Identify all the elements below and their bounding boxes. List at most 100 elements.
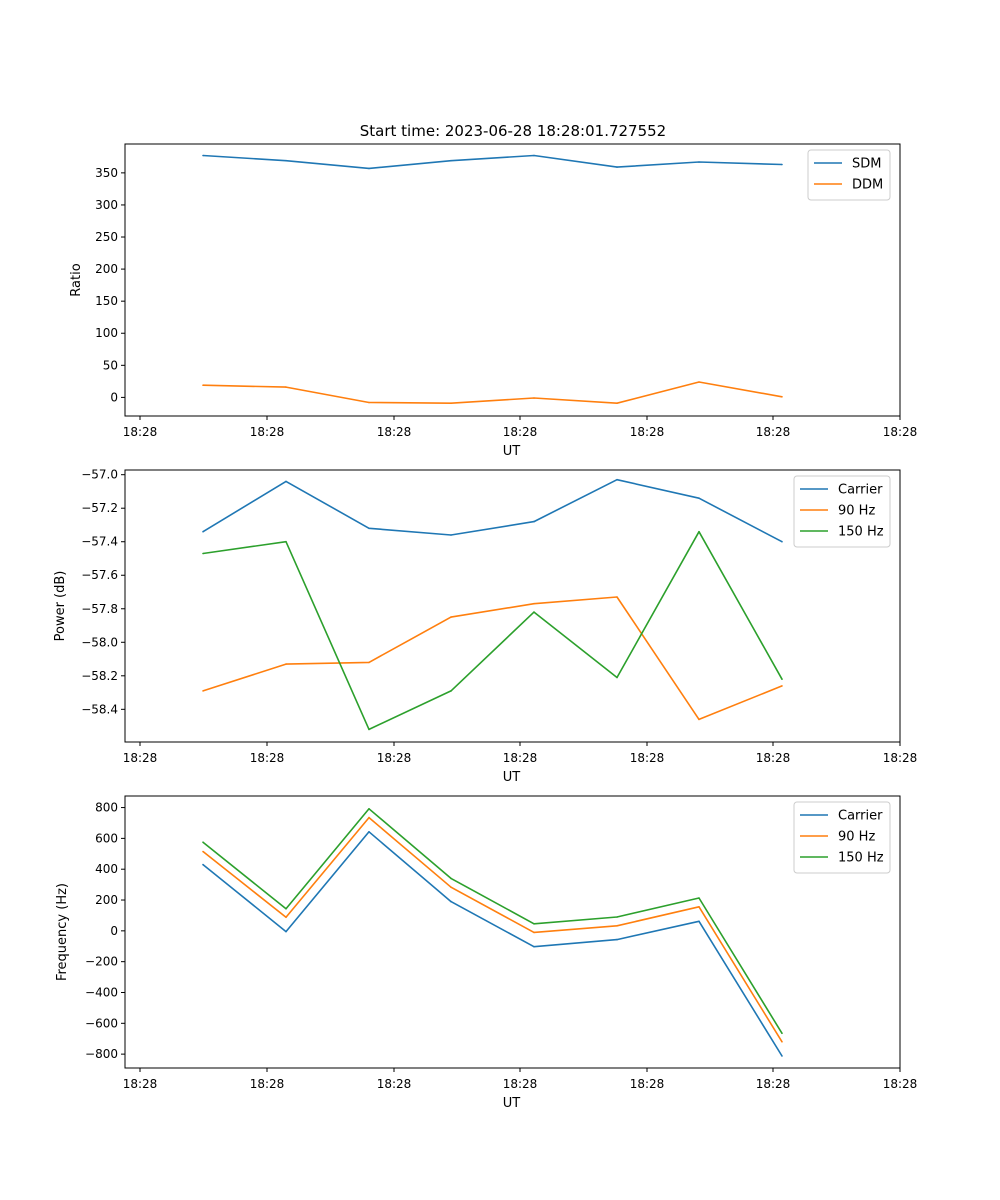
- power-data-point-carrier: [202, 530, 204, 533]
- power-data-point-90-hz: [285, 663, 287, 665]
- frequency-data-point-90-hz: [368, 816, 370, 819]
- power-data-point-90-hz: [450, 616, 452, 618]
- power-data-point-150-hz: [781, 678, 783, 680]
- power-y-axis-label: Power (dB): [53, 571, 68, 642]
- frequency-data-point-90-hz: [533, 931, 535, 934]
- frequency-data-point-90-hz: [781, 1041, 783, 1043]
- power-y-tick-label: −57.8: [81, 602, 118, 616]
- ratio-legend-label: DDM: [852, 178, 883, 193]
- ratio-data-point-sdm: [781, 163, 783, 166]
- power-data-point-90-hz: [368, 661, 370, 664]
- frequency-y-tick-label: 600: [95, 831, 118, 845]
- ratio-data-point-sdm: [202, 154, 204, 157]
- power-data-point-carrier: [450, 534, 452, 536]
- power-legend: Carrier 90 Hz 150 Hz: [793, 475, 891, 548]
- frequency-data-point-carrier: [616, 938, 618, 941]
- ratio-data-point-ddm: [616, 402, 618, 405]
- power-legend-label: 150 Hz: [838, 525, 884, 540]
- ratio-y-tick-label: 250: [95, 230, 118, 244]
- figure-title: Start time: 2023-06-28 18:28:01.727552: [360, 122, 666, 140]
- power-y-tick-label: −58.0: [81, 635, 118, 649]
- frequency-series-line-150-hz: [202, 807, 783, 1034]
- frequency-data-point-carrier: [781, 1055, 783, 1057]
- frequency-legend-box: [793, 801, 891, 874]
- ratio-x-axis-label: UT: [503, 444, 521, 459]
- power-data-point-carrier: [616, 478, 618, 481]
- frequency-legend-label: 90 Hz: [838, 830, 875, 845]
- ratio-data-point-sdm: [450, 159, 452, 162]
- frequency-x-tick-label: 18:28: [250, 1077, 285, 1091]
- power-data-point-90-hz: [781, 685, 783, 687]
- frequency-data-point-carrier: [202, 863, 204, 866]
- ratio-data-point-sdm: [285, 159, 287, 162]
- power-x-tick-label: 18:28: [503, 751, 538, 765]
- power-legend-label: 90 Hz: [838, 504, 875, 519]
- power-data-point-150-hz: [450, 690, 452, 692]
- ratio-data-point-ddm: [368, 401, 370, 404]
- ratio-axes-frame: [124, 143, 901, 417]
- ratio-series-line-sdm: [202, 154, 783, 170]
- ratio-y-tick-label: 100: [95, 326, 118, 340]
- ratio-data-point-ddm: [698, 381, 700, 383]
- frequency-y-tick-label: 800: [95, 801, 118, 815]
- frequency-x-tick-label: 18:28: [377, 1077, 412, 1091]
- ratio-subplot: 18:28 18:28 18:28 18:28 18:28 18:28 18:28 0 50 10…: [69, 143, 918, 459]
- frequency-data-point-150-hz: [616, 916, 618, 918]
- ratio-data-point-sdm: [698, 161, 700, 163]
- frequency-legend: Carrier 90 Hz 150 Hz: [793, 801, 891, 874]
- frequency-data-point-90-hz: [616, 925, 618, 927]
- power-data-point-150-hz: [368, 728, 370, 731]
- ratio-y-tick-label: 200: [95, 262, 118, 276]
- ratio-data-point-sdm: [616, 166, 618, 168]
- frequency-x-axis-label: UT: [503, 1096, 521, 1111]
- ratio-y-tick-label: 300: [95, 198, 118, 212]
- ratio-data-point-sdm: [533, 154, 535, 157]
- frequency-series-line-90-hz: [202, 816, 783, 1043]
- frequency-x-tick-label: 18:28: [123, 1077, 158, 1091]
- frequency-axes-frame: [124, 795, 901, 1069]
- ratio-data-point-ddm: [781, 396, 783, 398]
- power-x-tick-label: 18:28: [630, 751, 665, 765]
- ratio-legend: SDM DDM: [807, 149, 891, 201]
- ratio-y-tick-label: 150: [95, 294, 118, 308]
- ratio-data-point-ddm: [450, 402, 452, 405]
- power-legend-label: Carrier: [838, 483, 883, 498]
- power-y-tick-label: −57.6: [81, 568, 118, 582]
- frequency-y-tick-label: −200: [85, 955, 118, 969]
- frequency-data-point-carrier: [368, 831, 370, 833]
- frequency-data-point-carrier: [698, 920, 700, 923]
- frequency-x-tick-label: 18:28: [503, 1077, 538, 1091]
- power-data-point-90-hz: [533, 602, 535, 605]
- power-axes-frame: [124, 469, 901, 743]
- power-subplot: 18:28 18:28 18:28 18:28 18:28 18:28 18:28 −58.4…: [53, 468, 917, 785]
- frequency-x-tick-label: 18:28: [883, 1077, 918, 1091]
- power-x-tick-label: 18:28: [377, 751, 412, 765]
- power-data-point-carrier: [285, 480, 287, 483]
- frequency-y-tick-label: 200: [95, 893, 118, 907]
- power-data-point-carrier: [698, 497, 700, 500]
- power-data-point-90-hz: [616, 596, 618, 598]
- frequency-subplot: 18:28 18:28 18:28 18:28 18:28 18:28 18:28 −800 −…: [55, 795, 918, 1111]
- power-x-tick-label: 18:28: [756, 751, 791, 765]
- ratio-x-tick-label: 18:28: [503, 425, 538, 439]
- frequency-x-tick-label: 18:28: [756, 1077, 791, 1091]
- frequency-legend-label: 150 Hz: [838, 851, 884, 866]
- power-data-point-90-hz: [202, 690, 204, 692]
- power-data-point-carrier: [533, 520, 535, 523]
- ratio-x-tick-label: 18:28: [883, 425, 918, 439]
- power-data-point-90-hz: [698, 718, 700, 721]
- power-series-line-carrier: [202, 478, 783, 543]
- frequency-y-tick-label: 400: [95, 862, 118, 876]
- ratio-legend-label: SDM: [852, 157, 881, 172]
- frequency-data-point-90-hz: [698, 906, 700, 908]
- frequency-data-point-90-hz: [285, 916, 287, 919]
- ratio-x-tick-label: 18:28: [123, 425, 158, 439]
- frequency-x-tick-label: 18:28: [630, 1077, 665, 1091]
- frequency-data-point-150-hz: [698, 897, 700, 899]
- power-y-tick-label: −57.2: [81, 501, 118, 515]
- power-series-line-90-hz: [202, 596, 783, 721]
- ratio-data-point-ddm: [533, 397, 535, 399]
- ratio-y-tick-label: 50: [103, 358, 118, 372]
- power-x-tick-label: 18:28: [123, 751, 158, 765]
